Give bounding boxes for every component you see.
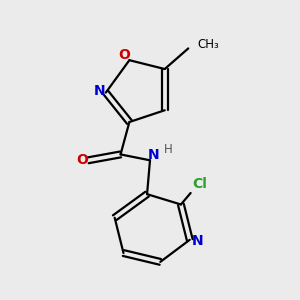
Text: N: N [94, 84, 105, 98]
Text: CH₃: CH₃ [198, 38, 220, 50]
Text: N: N [192, 234, 204, 248]
Text: O: O [76, 153, 88, 167]
Text: Cl: Cl [193, 177, 208, 191]
Text: H: H [164, 142, 172, 156]
Text: N: N [148, 148, 159, 162]
Text: O: O [118, 48, 130, 62]
